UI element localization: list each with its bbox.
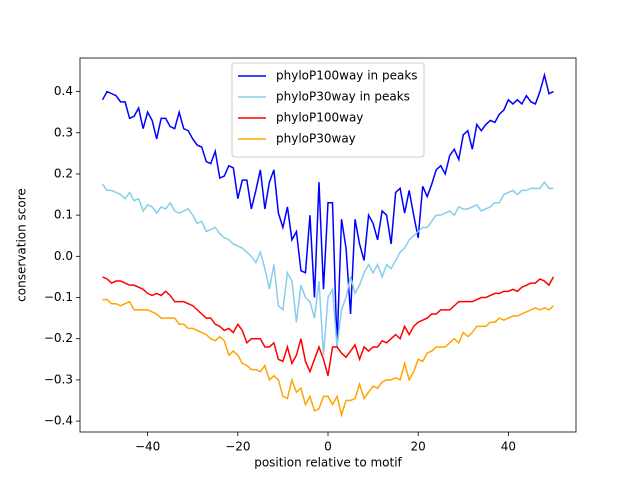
x-tick-label: 20 [411,440,426,454]
y-tick-label: 0.0 [54,249,73,263]
y-axis-label: conservation score [15,188,29,302]
y-tick-label: 0.3 [54,125,73,139]
series-line [101,72,554,347]
y-tick-label: 0.4 [54,84,73,98]
legend-label: phyloP100way [276,111,363,125]
series-line [102,276,555,376]
legend-label: phyloP30way [276,132,356,146]
legend-label: phyloP30way in peaks [276,90,410,104]
legend-label: phyloP100way in peaks [276,69,418,83]
y-tick-label: 0.1 [54,208,73,222]
x-tick-label: −20 [225,440,250,454]
legend-box [231,62,425,158]
x-tick-label: 0 [324,440,332,454]
y-tick-label: −0.2 [44,331,73,345]
series-line [101,180,554,356]
plot-frame [79,57,577,433]
x-tick-label: −40 [135,440,160,454]
x-tick-label: 40 [501,440,516,454]
y-tick-label: −0.3 [44,372,73,386]
y-tick-label: −0.1 [44,290,73,304]
series-line [102,298,554,418]
y-tick-label: −0.4 [44,414,73,428]
x-axis-label: position relative to motif [254,456,402,470]
y-tick-label: 0.2 [54,166,73,180]
